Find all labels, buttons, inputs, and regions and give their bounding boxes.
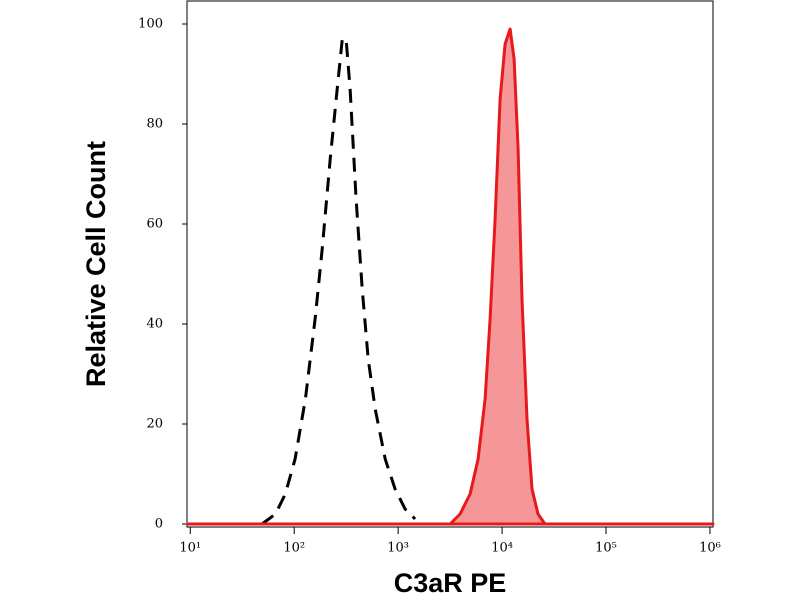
y-tick-label: 80 <box>146 117 163 132</box>
y-tick-label: 20 <box>146 417 163 432</box>
y-axis-title: Relative Cell Count <box>81 141 111 387</box>
y-tick-label: 0 <box>155 517 163 532</box>
plot-frame <box>186 0 714 528</box>
x-tick-label: 10⁴ <box>491 541 513 556</box>
filled-histogram <box>186 27 715 526</box>
y-tick-label: 40 <box>146 317 163 332</box>
x-axis-title: C3aR PE <box>394 568 507 598</box>
x-tick-label: 10³ <box>387 541 409 556</box>
x-tick-label: 10¹ <box>179 541 201 556</box>
y-tick-label: 60 <box>146 217 163 232</box>
y-tick-label: 100 <box>138 17 163 32</box>
x-tick-label: 10⁵ <box>595 541 617 556</box>
x-tick-label: 10⁶ <box>699 541 721 556</box>
x-tick-label: 10² <box>283 541 305 556</box>
dashed-histogram <box>261 37 417 526</box>
